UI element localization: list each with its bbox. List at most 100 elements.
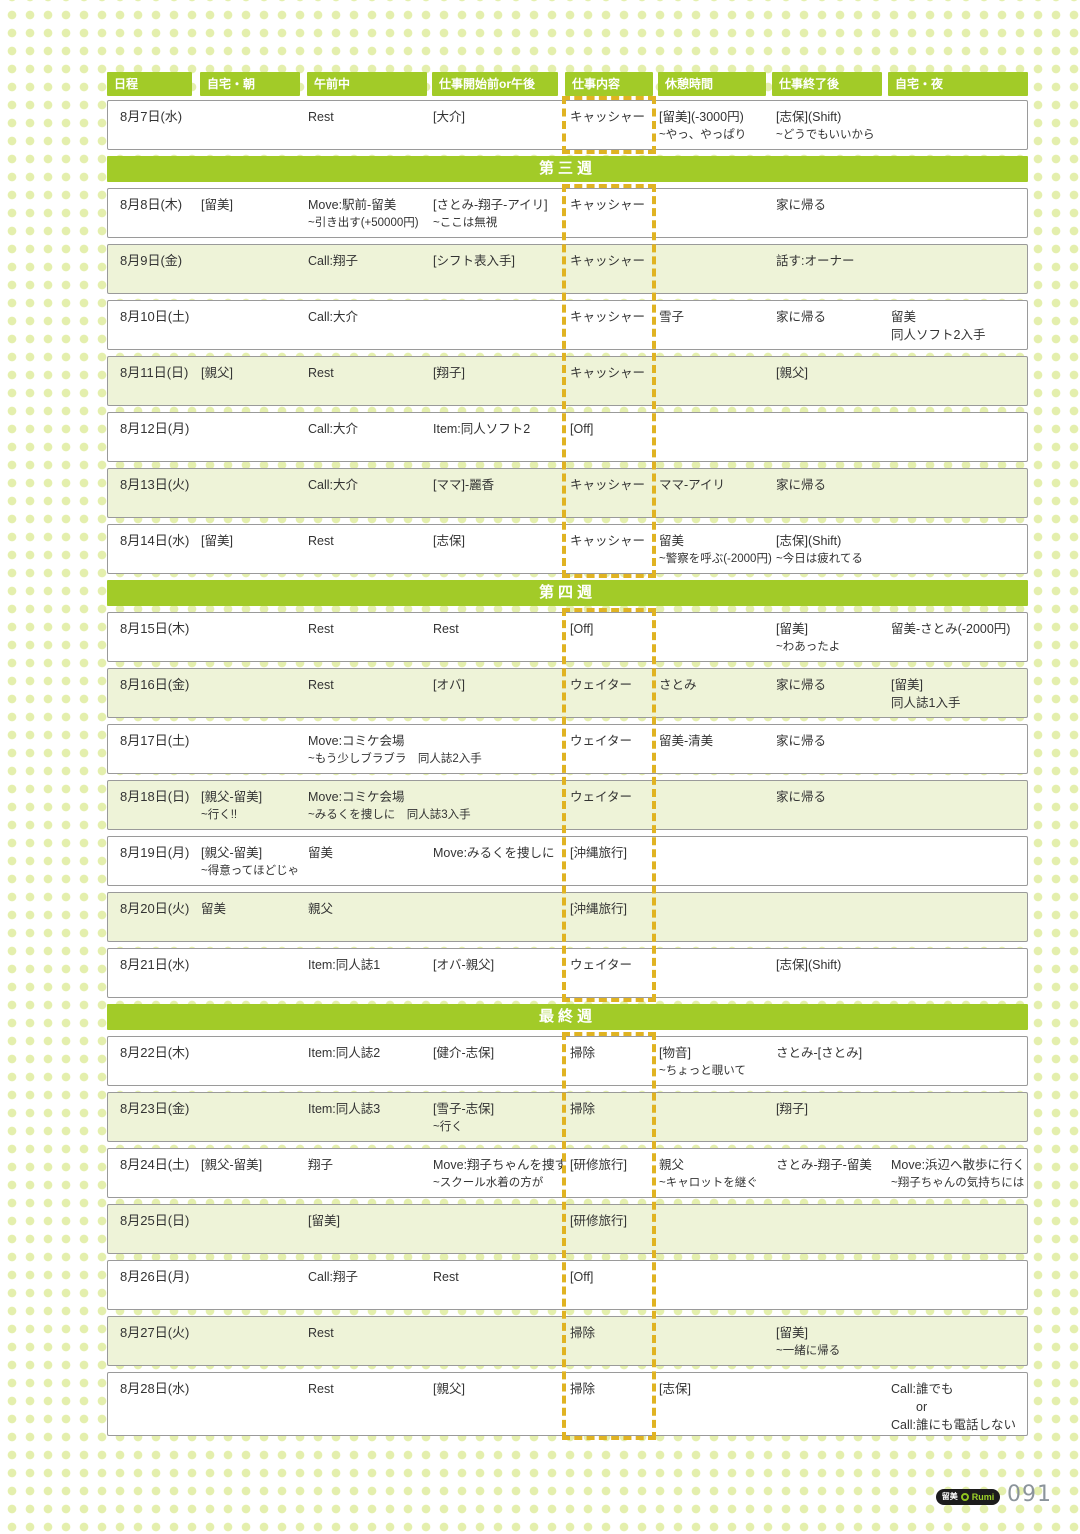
cell-job: ウェイター [570,676,632,694]
cell-job: [Off] [570,1268,593,1286]
schedule-row: 8月12日(月) Call:大介 Item:同人ソフト2 [Off] [107,412,1028,462]
week-rows-block: 8月7日(水) Rest [大介] キャッシャー [留美](-3000円) ~やっ、やっぱ… [107,96,1028,156]
column-header-home-night: 自宅・夜 [888,72,1028,96]
cell-text-line: 話す:オーナー [776,254,855,268]
cell-text-line: [研修旅行] [570,1158,627,1172]
cell-after-work: 家に帰る [776,308,826,326]
cell-text-line: Rest [308,534,334,548]
cell-date: 8月20日(火) [120,900,189,918]
cell-text-line: 家に帰る [776,478,827,492]
cell-date: 8月16日(金) [120,676,189,694]
cell-text-line: ~もう少しブラブラ 同人誌2入手 [308,753,482,765]
cell-after-work: [志保](Shift) [776,956,841,974]
cell-job: 掃除 [570,1380,595,1398]
cell-job: キャッシャー [570,364,645,382]
cell-home-night: Move:浜辺へ散歩に行く ~翔子ちゃんの気持ちには [891,1156,1025,1192]
cell-text-line: キャッシャー [570,254,646,268]
cell-text-line: [シフト表入手] [433,254,515,268]
cell-text-line: Call:誰にも電話しない [891,1418,1017,1432]
cell-before-work: [翔子] [433,364,465,382]
cell-before-work: [ママ]-麗香 [433,476,494,494]
cell-morning: 翔子 [308,1156,333,1174]
week-section-bar: 最終週 [107,1004,1028,1030]
cell-after-work: さとみ-翔子-留美 [776,1156,872,1174]
cell-before-work: Move:みるくを捜しに [433,844,555,862]
cell-job: キャッシャー [570,108,645,126]
cell-date: 8月24日(土) [120,1156,189,1174]
column-header-row: 日程 自宅・朝 午前中 仕事開始前or午後 仕事内容 休憩時間 仕事終了後 自宅… [107,72,1028,96]
cell-text-line: 8月8日(木) [120,197,183,212]
cell-break: ママ-アイリ [659,476,725,494]
cell-break: 雪子 [659,308,684,326]
column-header-home-morning: 自宅・朝 [200,72,300,96]
cell-text-line: 8月9日(金) [120,253,183,268]
cell-text-line: ~みるくを捜しに 同人誌3入手 [308,809,471,821]
cell-job: ウェイター [570,956,632,974]
cell-text-line: 雪子 [659,310,685,324]
cell-before-work: [さとみ-翔子-アイリ] ~ここは無視 [433,196,548,232]
cell-job: キャッシャー [570,308,645,326]
schedule-row: 8月16日(金) Rest [オバ] ウェイター さとみ 家に帰る [留美] 同人誌1入手 [107,668,1028,718]
cell-text-line: ウェイター [570,678,633,692]
cell-date: 8月12日(月) [120,420,189,438]
cell-after-work: 家に帰る [776,732,826,750]
column-header-morning: 午前中 [307,72,427,96]
cell-text-line: Item:同人ソフト2 [433,422,531,436]
cell-text-line: [大介] [433,110,465,124]
cell-text-line: ~ここは無視 [433,217,498,229]
cell-text-line: 家に帰る [776,678,827,692]
cell-text-line: Call:翔子 [308,1270,359,1284]
cell-text-line: [留美](-3000円) [659,110,744,124]
cell-text-line: [Off] [570,422,594,436]
cell-after-work: [志保](Shift) ~どうでもいいから [776,108,875,144]
cell-text-line: [オバ-親父] [433,958,495,972]
cell-after-work: [親父] [776,364,808,382]
cell-text-line: Rest [308,1382,334,1396]
cell-after-work: 家に帰る [776,196,826,214]
cell-text-line: [研修旅行] [570,1214,627,1228]
cell-after-work: 家に帰る [776,788,826,806]
cell-break: さとみ [659,676,697,694]
cell-before-work: [親父] [433,1380,465,1398]
cell-text-line: [雪子-志保] [433,1102,495,1116]
schedule-row: 8月25日(日) [留美] [研修旅行] [107,1204,1028,1254]
cell-text-line: 8月28日(水) [120,1381,190,1396]
cell-date: 8月7日(水) [120,108,182,126]
cell-break: [留美](-3000円) ~やっ、やっぱり [659,108,746,144]
cell-text-line: ~翔子ちゃんの気持ちには [891,1177,1025,1189]
cell-text-line: ウェイター [570,790,633,804]
cell-text-line: 家に帰る [776,734,827,748]
cell-text-line: Move:浜辺へ散歩に行く [891,1158,1026,1172]
cell-job: [研修旅行] [570,1156,627,1174]
cell-text-line: ~一緒に帰る [776,1345,841,1357]
cell-date: 8月27日(火) [120,1324,189,1342]
cell-text-line: [親父] [201,366,233,380]
cell-text-line: キャッシャー [570,366,646,380]
cell-after-work: 家に帰る [776,676,826,694]
cell-morning: Rest [308,620,334,638]
cell-text-line: Rest [308,678,334,692]
cell-text-line: 同人ソフト2入手 [891,328,986,342]
cell-text-line: [志保](Shift) [776,958,842,972]
cell-home-morning: [留美] [201,532,233,550]
schedule-row: 8月17日(土) Move:コミケ会場 ~もう少しブラブラ 同人誌2入手 ウェイター 留… [107,724,1028,774]
cell-text-line: ~引き出す(+50000円) [308,217,419,229]
week-section-bar: 第四週 [107,580,1028,606]
cell-text-line: [志保] [433,534,465,548]
cell-before-work: [オバ] [433,676,465,694]
cell-before-work: [健介-志保] [433,1044,494,1062]
cell-after-work: [留美] ~わあったよ [776,620,840,656]
cell-date: 8月18日(日) [120,788,189,806]
cell-text-line: 8月11日(日) [120,365,189,380]
cell-home-night: 留美 同人ソフト2入手 [891,308,985,344]
cell-after-work: [志保](Shift) ~今日は疲れてる [776,532,863,568]
schedule-row: 8月20日(火) 留美 親父 [沖縄旅行] [107,892,1028,942]
cell-morning: Move:駅前-留美 ~引き出す(+50000円) [308,196,419,232]
cell-job: ウェイター [570,788,632,806]
cell-text-line: ~得意ってほどじゃ [201,865,300,877]
schedule-row: 8月13日(火) Call:大介 [ママ]-麗香 キャッシャー ママ-アイリ 家に帰る [107,468,1028,518]
schedule-body: 8月7日(水) Rest [大介] キャッシャー [留美](-3000円) ~やっ、やっぱ… [107,96,1028,1442]
cell-text-line: 翔子 [308,1158,334,1172]
cell-text-line: 8月25日(日) [120,1213,190,1228]
cell-text-line: 8月17日(土) [120,733,190,748]
